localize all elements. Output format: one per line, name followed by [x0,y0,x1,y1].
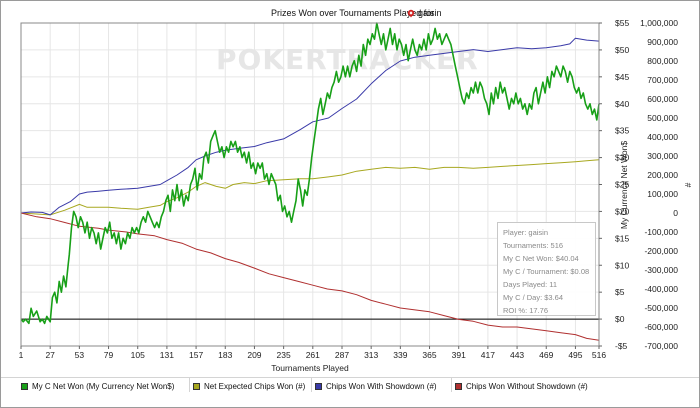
x-tick-label: 27 [45,350,55,360]
x-tick-label: 469 [539,350,553,360]
x-tick-label: 495 [568,350,582,360]
x-tick-label: 105 [131,350,145,360]
x-tick-label: 443 [510,350,524,360]
y-chips-tick-label: -100,000 [644,227,678,237]
chart-title: Prizes Won over Tournaments Played for [271,8,434,18]
x-axis: 1 27 53 79 105 131 157 183 209 235 261 287 313 339 365… [19,346,606,360]
legend-swatch [315,382,322,390]
y-chips-tick-label: 400,000 [647,132,678,142]
stat-net-won: My C Net Won: $40.04 [503,254,579,263]
y-dollar-tick-label: $40 [615,99,629,109]
legend-label: Net Expected Chips Won (#) [204,381,306,391]
y-dollar-tick-label: $50 [615,45,629,55]
x-tick-label: 53 [75,350,85,360]
y-axis-dollar-title: My Currency Net Won$ [619,141,629,229]
series-line-net-won [20,22,600,325]
legend-label: Chips Won With Showdown (#) [326,381,437,391]
y-axis-chips: -700,000 -600,000 -500,000 -400,000 -300,000… [640,18,678,351]
y-chips-tick-label: 200,000 [647,170,678,180]
y-chips-tick-label: 800,000 [647,56,678,66]
x-tick-label: 209 [247,350,261,360]
series-line-non-showdown [20,212,600,341]
y-chips-tick-label: -700,000 [644,341,678,351]
stat-days-played: Days Played: 11 [503,280,558,289]
y-chips-tick-label: 1,000,000 [640,18,678,28]
x-tick-label: 391 [452,350,466,360]
y-chips-tick-label: 100,000 [647,189,678,199]
y-dollar-tick-label: $5 [615,287,625,297]
y-chips-tick-label: -500,000 [644,303,678,313]
legend: My C Net Won (My Currency Net Won$) Net … [1,377,699,392]
stat-roi: ROI %: 17.76 [503,306,549,315]
y-dollar-tick-label: $15 [615,233,629,243]
player-name: gaisin [418,8,442,18]
stat-per-day: My C / Day: $3.64 [503,293,564,302]
y-chips-tick-label: 0 [673,208,678,218]
y-dollar-tick-label: $45 [615,72,629,82]
x-axis-title: Tournaments Played [271,363,349,373]
legend-item-net-won[interactable]: My C Net Won (My Currency Net Won$) [21,380,174,392]
legend-swatch [21,382,28,390]
y-chips-tick-label: -200,000 [644,246,678,256]
y-chips-tick-label: 500,000 [647,113,678,123]
y-chips-tick-label: 600,000 [647,94,678,104]
x-tick-label: 79 [104,350,114,360]
x-tick-label: 313 [364,350,378,360]
x-tick-label: 287 [335,350,349,360]
x-tick-label: 417 [481,350,495,360]
x-tick-label: 1 [19,350,24,360]
y-axis-chips-title: # [683,182,693,187]
x-tick-label: 235 [277,350,291,360]
stat-player: Player: gaisin [503,228,549,237]
chart-canvas: POKERTRACKER 1 27 53 79 105 131 157 183 209 235 26… [19,8,693,373]
legend-label: Chips Won Without Showdown (#) [466,381,588,391]
y-dollar-tick-label: $0 [615,314,625,324]
y-chips-tick-label: -600,000 [644,322,678,332]
y-dollar-tick-label: $20 [615,206,629,216]
x-tick-label: 365 [422,350,436,360]
y-chips-tick-label: -300,000 [644,265,678,275]
legend-item-expected-chips[interactable]: Net Expected Chips Won (#) [193,380,305,392]
series-lines [20,22,600,341]
legend-label: My C Net Won (My Currency Net Won$) [32,381,175,391]
x-tick-label: 261 [306,350,320,360]
y-chips-tick-label: 900,000 [647,37,678,47]
y-dollar-tick-label: -$5 [615,341,628,351]
y-dollar-tick-label: $35 [615,126,629,136]
stats-box: Player: gaisin Tournaments: 516 My C Net… [497,222,596,316]
stat-per-tournament: My C / Tournament: $0.08 [503,267,590,276]
stat-tournaments: Tournaments: 516 [503,241,564,250]
legend-item-showdown[interactable]: Chips Won With Showdown (#) [315,380,437,392]
x-tick-label: 157 [189,350,203,360]
legend-swatch [193,382,200,390]
x-tick-label: 339 [393,350,407,360]
y-axis-dollars: -$5 $0 $5 $10 $15 $20 $25 $30 $35 $40 $45 $50 $55 [599,18,629,351]
y-dollar-tick-label: $55 [615,18,629,28]
x-tick-label: 131 [160,350,174,360]
y-chips-tick-label: -400,000 [644,284,678,294]
legend-swatch [455,382,462,390]
y-dollar-tick-label: $10 [615,260,629,270]
y-chips-tick-label: 300,000 [647,151,678,161]
x-tick-label: 183 [218,350,232,360]
y-dollar-tick-label: $30 [615,153,629,163]
series-line-expected-chips [20,159,600,216]
x-tick-label: 516 [592,350,606,360]
series-line-showdown [20,37,600,216]
y-chips-tick-label: 700,000 [647,75,678,85]
suit-icon [407,9,415,18]
y-dollar-tick-label: $25 [615,180,629,190]
legend-item-non-showdown[interactable]: Chips Won Without Showdown (#) [455,380,588,392]
